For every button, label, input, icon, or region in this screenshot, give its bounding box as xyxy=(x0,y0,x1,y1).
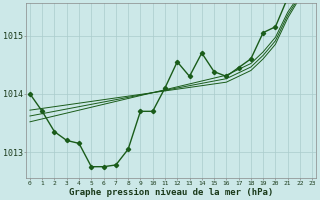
X-axis label: Graphe pression niveau de la mer (hPa): Graphe pression niveau de la mer (hPa) xyxy=(69,188,273,197)
